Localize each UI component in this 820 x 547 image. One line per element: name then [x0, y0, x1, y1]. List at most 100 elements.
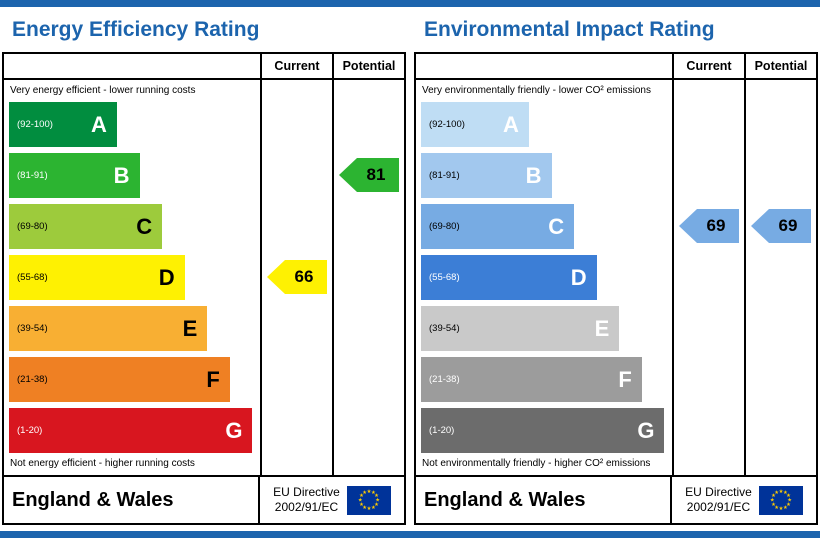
energy-table-header: Current Potential [4, 54, 404, 80]
energy-band-a: (92-100) A [9, 102, 117, 147]
current-rating-arrow: 66 [267, 260, 327, 294]
band-letter: B [113, 162, 130, 188]
energy-band-c: (69-80) C [9, 204, 163, 249]
eu-directive-text: EU Directive 2002/91/EC [273, 485, 340, 515]
band-row: (55-68) D [416, 252, 672, 303]
band-range-label: (21-38) [17, 374, 48, 385]
svg-text:★: ★ [359, 501, 364, 507]
svg-text:★: ★ [787, 497, 792, 503]
environment-band-f: (21-38) F [421, 357, 642, 402]
current-column-header: Current [672, 54, 744, 78]
current-rating-arrow: 69 [679, 209, 739, 243]
current-rating-value: 69 [706, 216, 726, 235]
band-letter: E [594, 315, 610, 341]
eu-directive-line2: 2002/91/EC [686, 500, 751, 514]
band-letter: F [618, 366, 632, 392]
svg-text:★: ★ [371, 489, 376, 495]
band-row: (81-91) B [416, 150, 672, 201]
eu-directive-line2: 2002/91/EC [274, 500, 339, 514]
potential-rating-arrow: 81 [339, 158, 399, 192]
band-letter: D [570, 264, 587, 290]
band-row: (1-20) G [416, 405, 672, 456]
energy-band-e: (39-54) E [9, 306, 208, 351]
environment-panel-footer: England & Wales EU Directive 2002/91/EC … [416, 475, 816, 523]
potential-rating-value: 69 [778, 216, 798, 235]
energy-chart-body: Very energy efficient - lower running co… [4, 80, 404, 475]
svg-text:★: ★ [366, 506, 371, 512]
band-range-label: (81-91) [17, 170, 48, 181]
band-range-label: (69-80) [429, 221, 460, 232]
eu-flag-icon: ★ ★ ★ ★ ★ ★ ★ ★ ★ ★ ★ ★ [346, 485, 391, 515]
band-letter: G [637, 417, 655, 443]
band-letter: B [525, 162, 542, 188]
svg-text:★: ★ [375, 497, 380, 503]
svg-text:★: ★ [366, 488, 371, 494]
svg-text:★: ★ [359, 493, 364, 499]
potential-rating-value: 81 [366, 165, 386, 184]
band-letter: C [136, 213, 153, 239]
svg-text:★: ★ [362, 505, 367, 511]
svg-text:★: ★ [783, 505, 788, 511]
eu-directive-line1: EU Directive [273, 485, 340, 499]
band-range-label: (92-100) [17, 119, 53, 130]
band-letter: A [91, 111, 107, 137]
eu-directive-line1: EU Directive [685, 485, 752, 499]
svg-text:★: ★ [374, 493, 379, 499]
svg-text:★: ★ [374, 501, 379, 507]
svg-text:★: ★ [778, 488, 783, 494]
environment-band-e: (39-54) E [421, 306, 620, 351]
energy-efficiency-panel: Current Potential Very energy efficient … [2, 52, 406, 525]
svg-text:★: ★ [786, 501, 791, 507]
potential-column-header: Potential [744, 54, 816, 78]
band-range-label: (69-80) [17, 221, 48, 232]
environment-band-d: (55-68) D [421, 255, 597, 300]
environmental-impact-title: Environmental Impact Rating [424, 18, 715, 41]
environment-table-header: Current Potential [416, 54, 816, 80]
energy-band-b: (81-91) B [9, 153, 140, 198]
svg-text:★: ★ [778, 506, 783, 512]
energy-band-g: (1-20) G [9, 408, 253, 453]
energy-current-column: 66 [260, 80, 332, 475]
page-header: Energy Efficiency Rating Environmental I… [0, 7, 820, 52]
band-range-label: (55-68) [429, 272, 460, 283]
eu-directive-cell: EU Directive 2002/91/EC ★ ★ ★ ★ ★ ★ ★ ★ ★ ★ ★ ★ [258, 477, 404, 523]
band-row: (69-80) C [416, 201, 672, 252]
band-range-label: (1-20) [429, 425, 455, 436]
environment-top-note: Very environmentally friendly - lower CO… [422, 85, 651, 96]
svg-text:★: ★ [371, 505, 376, 511]
energy-bands-column: Very energy efficient - lower running co… [4, 80, 260, 475]
energy-band-f: (21-38) F [9, 357, 230, 402]
environment-potential-column: 69 [744, 80, 816, 475]
eu-directive-cell: EU Directive 2002/91/EC ★ ★ ★ ★ ★ ★ ★ ★ ★ ★ ★ ★ [670, 477, 816, 523]
environment-band-a: (92-100) A [421, 102, 529, 147]
environment-band-c: (69-80) C [421, 204, 575, 249]
charts-container: Current Potential Very energy efficient … [0, 52, 820, 525]
band-range-label: (21-38) [429, 374, 460, 385]
energy-bottom-note: Not energy efficient - higher running co… [10, 458, 195, 469]
header-spacer [4, 54, 260, 78]
svg-text:★: ★ [771, 501, 776, 507]
environment-current-column: 69 [672, 80, 744, 475]
potential-rating-arrow: 69 [751, 209, 811, 243]
svg-text:★: ★ [358, 497, 363, 503]
header-spacer [416, 54, 672, 78]
band-row: (21-38) F [416, 354, 672, 405]
band-range-label: (55-68) [17, 272, 48, 283]
environment-band-b: (81-91) B [421, 153, 552, 198]
svg-text:★: ★ [783, 489, 788, 495]
band-row: (39-54) E [4, 303, 260, 354]
energy-efficiency-title: Energy Efficiency Rating [12, 18, 260, 41]
band-range-label: (92-100) [429, 119, 465, 130]
band-letter: A [503, 111, 519, 137]
environment-bottom-note: Not environmentally friendly - higher CO… [422, 458, 651, 469]
bottom-accent-bar [0, 531, 820, 538]
top-accent-bar [0, 0, 820, 7]
energy-band-d: (55-68) D [9, 255, 185, 300]
region-label: England & Wales [424, 488, 586, 511]
band-row: (69-80) C [4, 201, 260, 252]
band-range-label: (39-54) [429, 323, 460, 334]
band-row: (81-91) B [4, 150, 260, 201]
band-row: (92-100) A [4, 99, 260, 150]
band-range-label: (1-20) [17, 425, 43, 436]
svg-text:★: ★ [771, 493, 776, 499]
